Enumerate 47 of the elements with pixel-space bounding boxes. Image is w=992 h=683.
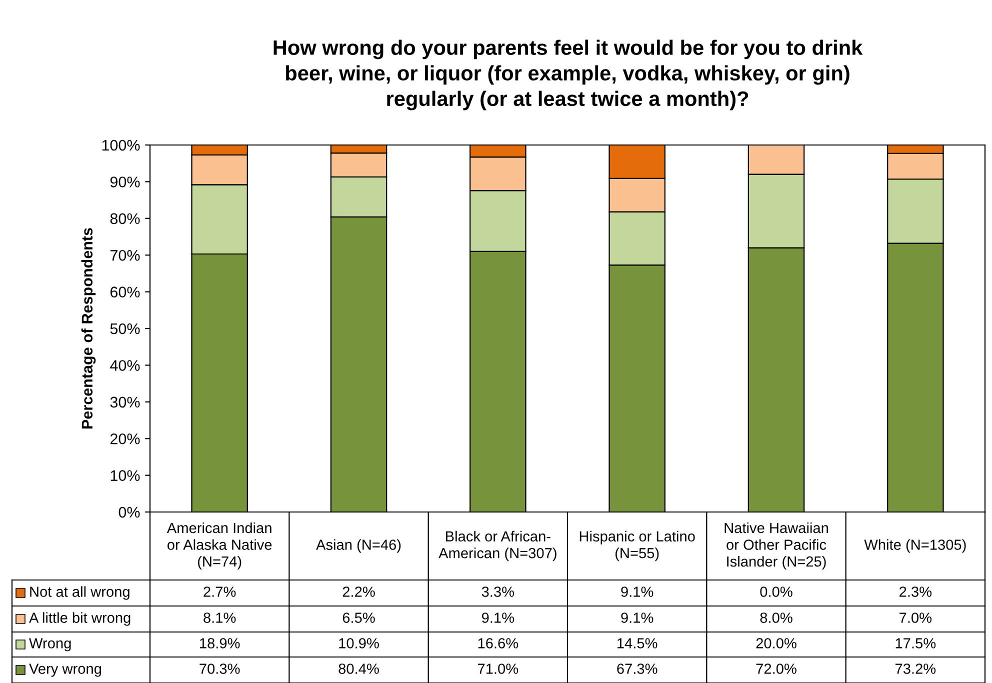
y-tick-label: 40% (110, 360, 140, 371)
data-label: 71.0% (478, 664, 518, 674)
legend-label: Not at all wrong (30, 586, 130, 600)
x-tick-label: Hispanic or Latino (N=55) (580, 530, 695, 562)
x-tick-label: Black or African- American (N=307) (438, 530, 556, 562)
data-label: 8.1% (204, 612, 236, 623)
data-label: 9.1% (621, 586, 654, 597)
y-tick-label: 30% (110, 396, 140, 408)
data-label: 2.3% (900, 586, 932, 597)
data-label: 9.1% (621, 612, 654, 623)
legend-label: A little bit wrong (29, 612, 130, 626)
data-label: 67.3% (617, 664, 658, 674)
y-tick-label: 60% (110, 286, 140, 298)
data-label: 7.0% (900, 612, 932, 623)
data-label: 6.5% (342, 612, 375, 623)
y-tick-label: 90% (110, 176, 140, 188)
data-label: 2.7% (204, 586, 236, 597)
y-tick-label: 70% (110, 250, 140, 261)
legend-label: Very wrong (29, 664, 102, 677)
data-label: 20.0% (756, 638, 796, 648)
y-axis-title: Percentage of Respondents (81, 228, 96, 428)
data-label: 8.0% (760, 612, 792, 623)
data-label: 17.5% (896, 638, 936, 648)
data-label: 0.0% (760, 586, 792, 597)
y-tick-label: 20% (110, 433, 140, 444)
data-label: 80.4% (338, 664, 379, 674)
data-label: 16.6% (478, 638, 518, 648)
data-label: 18.9% (200, 638, 240, 648)
data-label: 9.1% (482, 612, 514, 623)
chart-title: How wrong do your parents feel it would be for you to drink beer, wine, or liquor (for example, vodka, whiskey, or gin) regularly (or at least twice a month)? (274, 40, 863, 110)
data-label: 73.2% (895, 664, 936, 674)
x-tick-label: White (N=1305) (864, 539, 966, 553)
data-label: 10.9% (339, 638, 379, 648)
data-label: 72.0% (756, 664, 796, 674)
legend-label: Wrong (29, 638, 71, 652)
y-tick-label: 50% (110, 323, 140, 334)
data-label: 70.3% (200, 664, 240, 674)
data-label: 2.2% (342, 586, 375, 597)
x-tick-label: Asian (N=46) (316, 539, 401, 553)
y-tick-label: 80% (110, 213, 140, 224)
x-tick-label: American Indian or Alaska Native (N=74) (166, 522, 272, 570)
y-tick-label: 10% (110, 470, 140, 481)
data-label: 3.3% (482, 586, 514, 597)
x-tick-label: Native Hawaiian or Other Pacific Islander (N=25) (724, 522, 828, 570)
y-tick-label: 100% (102, 140, 140, 151)
y-tick-label: 0% (118, 506, 140, 518)
data-label: 14.5% (618, 638, 658, 648)
